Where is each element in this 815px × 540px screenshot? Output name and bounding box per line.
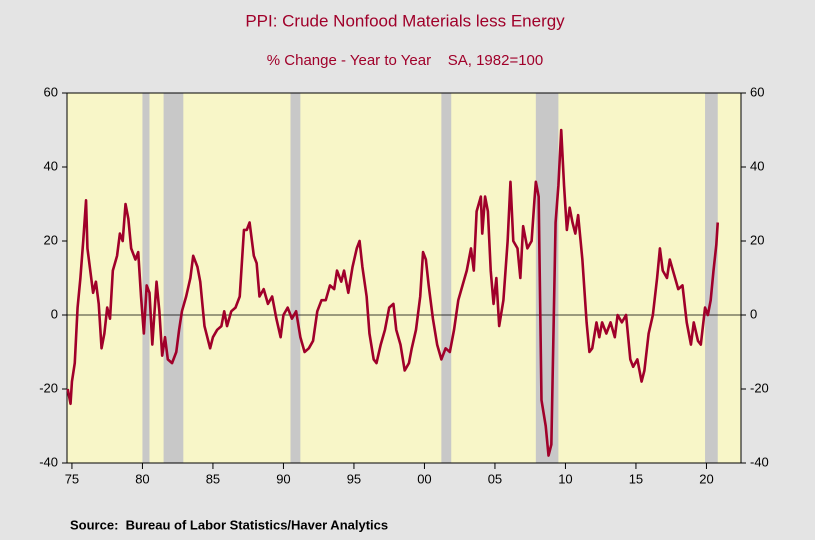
plot-frame	[66, 92, 742, 464]
x-tick-label: 10	[558, 471, 572, 486]
x-tick-label: 95	[347, 471, 361, 486]
recession-band	[705, 93, 718, 463]
series-line	[66, 128, 720, 457]
x-tick-label: 15	[629, 471, 643, 486]
chart-subtitle: % Change - Year to Year SA, 1982=100	[267, 52, 543, 69]
x-tick-label: 05	[488, 471, 502, 486]
x-tick-label: 90	[276, 471, 290, 486]
y2-tick-label: 0	[750, 306, 757, 321]
x-tick-label: 80	[135, 471, 149, 486]
y-tick-label: 20	[44, 232, 58, 247]
chart-title: PPI: Crude Nonfood Materials less Energy	[245, 11, 565, 30]
source: Source: Bureau of Labor Statistics/Haver…	[70, 517, 388, 532]
recession-band	[142, 93, 150, 463]
y-tick-label: 40	[44, 158, 58, 173]
x-tick-label: 75	[65, 471, 79, 486]
y-tick-label: 60	[44, 84, 58, 99]
x-tick-label: 00	[417, 471, 431, 486]
y2-tick-label: 60	[750, 84, 764, 99]
y2-tick-label: 20	[750, 232, 764, 247]
y-tick-label: -40	[39, 454, 58, 469]
y-tick-label: 0	[51, 306, 58, 321]
y2-tick-label: -40	[750, 454, 769, 469]
y2-tick-label: 40	[750, 158, 764, 173]
recession-band	[290, 93, 301, 463]
x-tick-label: 85	[206, 471, 220, 486]
y2-tick-label: -20	[750, 380, 769, 395]
x-tick-label: 20	[699, 471, 713, 486]
recession-band	[163, 93, 184, 463]
y-tick-label: -20	[39, 380, 58, 395]
recession-band	[441, 93, 452, 463]
